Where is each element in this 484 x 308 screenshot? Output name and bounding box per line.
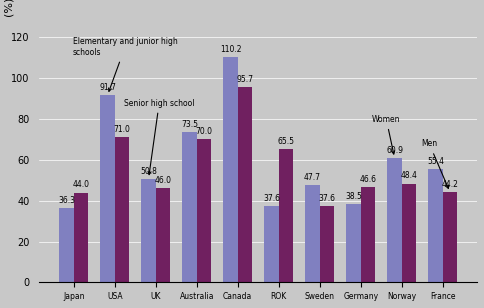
- Text: 44.0: 44.0: [73, 180, 90, 189]
- Bar: [156, 188, 170, 282]
- Bar: [264, 205, 279, 282]
- Text: 55.4: 55.4: [427, 157, 444, 166]
- Bar: [182, 132, 197, 282]
- Text: 91.7: 91.7: [99, 83, 116, 92]
- Text: 36.3: 36.3: [58, 196, 75, 205]
- Text: 37.6: 37.6: [318, 193, 335, 202]
- Bar: [428, 169, 443, 282]
- Bar: [305, 185, 320, 282]
- Text: 71.0: 71.0: [113, 125, 130, 134]
- Text: 95.7: 95.7: [236, 75, 254, 84]
- Text: Women: Women: [372, 115, 401, 154]
- Bar: [347, 204, 361, 282]
- Text: 37.6: 37.6: [263, 193, 280, 202]
- Text: 73.5: 73.5: [181, 120, 198, 129]
- Text: 46.0: 46.0: [154, 176, 171, 185]
- Text: Elementary and junior high
schools: Elementary and junior high schools: [73, 37, 178, 91]
- Text: 60.9: 60.9: [386, 146, 403, 155]
- Bar: [115, 137, 129, 282]
- Bar: [224, 57, 238, 282]
- Text: 50.8: 50.8: [140, 167, 157, 176]
- Text: 47.7: 47.7: [304, 173, 321, 182]
- Text: 48.4: 48.4: [401, 172, 417, 180]
- Text: Senior high school: Senior high school: [124, 99, 195, 175]
- Bar: [388, 158, 402, 282]
- Bar: [320, 205, 334, 282]
- Bar: [60, 208, 74, 282]
- Text: 70.0: 70.0: [196, 128, 212, 136]
- Text: 44.2: 44.2: [441, 180, 458, 189]
- Text: 110.2: 110.2: [220, 45, 242, 54]
- Bar: [238, 87, 252, 282]
- Bar: [141, 179, 156, 282]
- Bar: [74, 192, 88, 282]
- Bar: [402, 184, 416, 282]
- Text: Men: Men: [421, 140, 449, 188]
- Text: 65.5: 65.5: [277, 136, 294, 146]
- Bar: [279, 149, 293, 282]
- Y-axis label: (%): (%): [3, 0, 13, 16]
- Text: 46.6: 46.6: [360, 175, 377, 184]
- Bar: [197, 140, 211, 282]
- Bar: [100, 95, 115, 282]
- Bar: [361, 187, 375, 282]
- Text: 38.5: 38.5: [345, 192, 362, 201]
- Bar: [443, 192, 457, 282]
